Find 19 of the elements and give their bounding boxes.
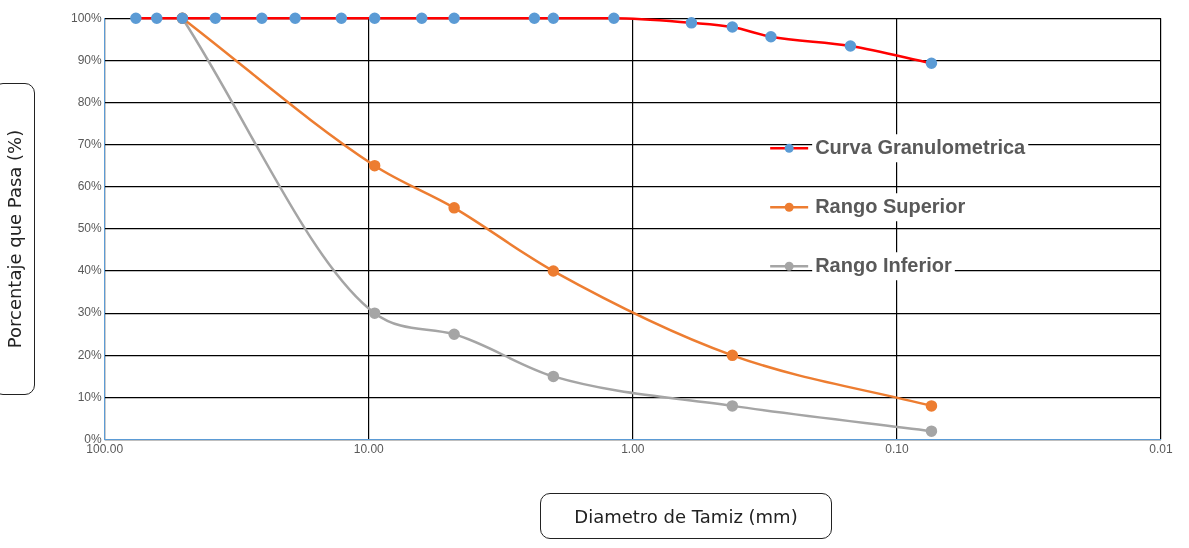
x-tick-label: 0.10 bbox=[885, 442, 909, 457]
y-tick-label: 50% bbox=[77, 221, 103, 236]
y-tick-label: 60% bbox=[77, 179, 103, 194]
y-axis-title: Porcentaje que Pasa (%) bbox=[0, 83, 35, 395]
legend-label: Curva Granulometrica bbox=[815, 135, 1027, 158]
x-tick-label: 0.01 bbox=[1149, 442, 1173, 457]
x-axis-title: Diametro de Tamiz (mm) bbox=[540, 493, 832, 539]
x-tick-label: 10.00 bbox=[353, 442, 385, 457]
legend-label: Rango Superior bbox=[815, 194, 966, 217]
y-tick-label: 20% bbox=[77, 347, 103, 362]
y-tick-label: 90% bbox=[77, 52, 103, 67]
legend-label: Rango Inferior bbox=[815, 253, 953, 276]
y-tick-label: 100% bbox=[70, 10, 103, 25]
y-tick-label: 10% bbox=[77, 389, 103, 404]
y-tick-label: 30% bbox=[77, 305, 103, 320]
y-tick-label: 70% bbox=[77, 136, 103, 151]
x-tick-label: 1.00 bbox=[621, 442, 645, 457]
y-tick-label: 80% bbox=[77, 94, 103, 109]
y-tick-label: 40% bbox=[77, 263, 103, 278]
